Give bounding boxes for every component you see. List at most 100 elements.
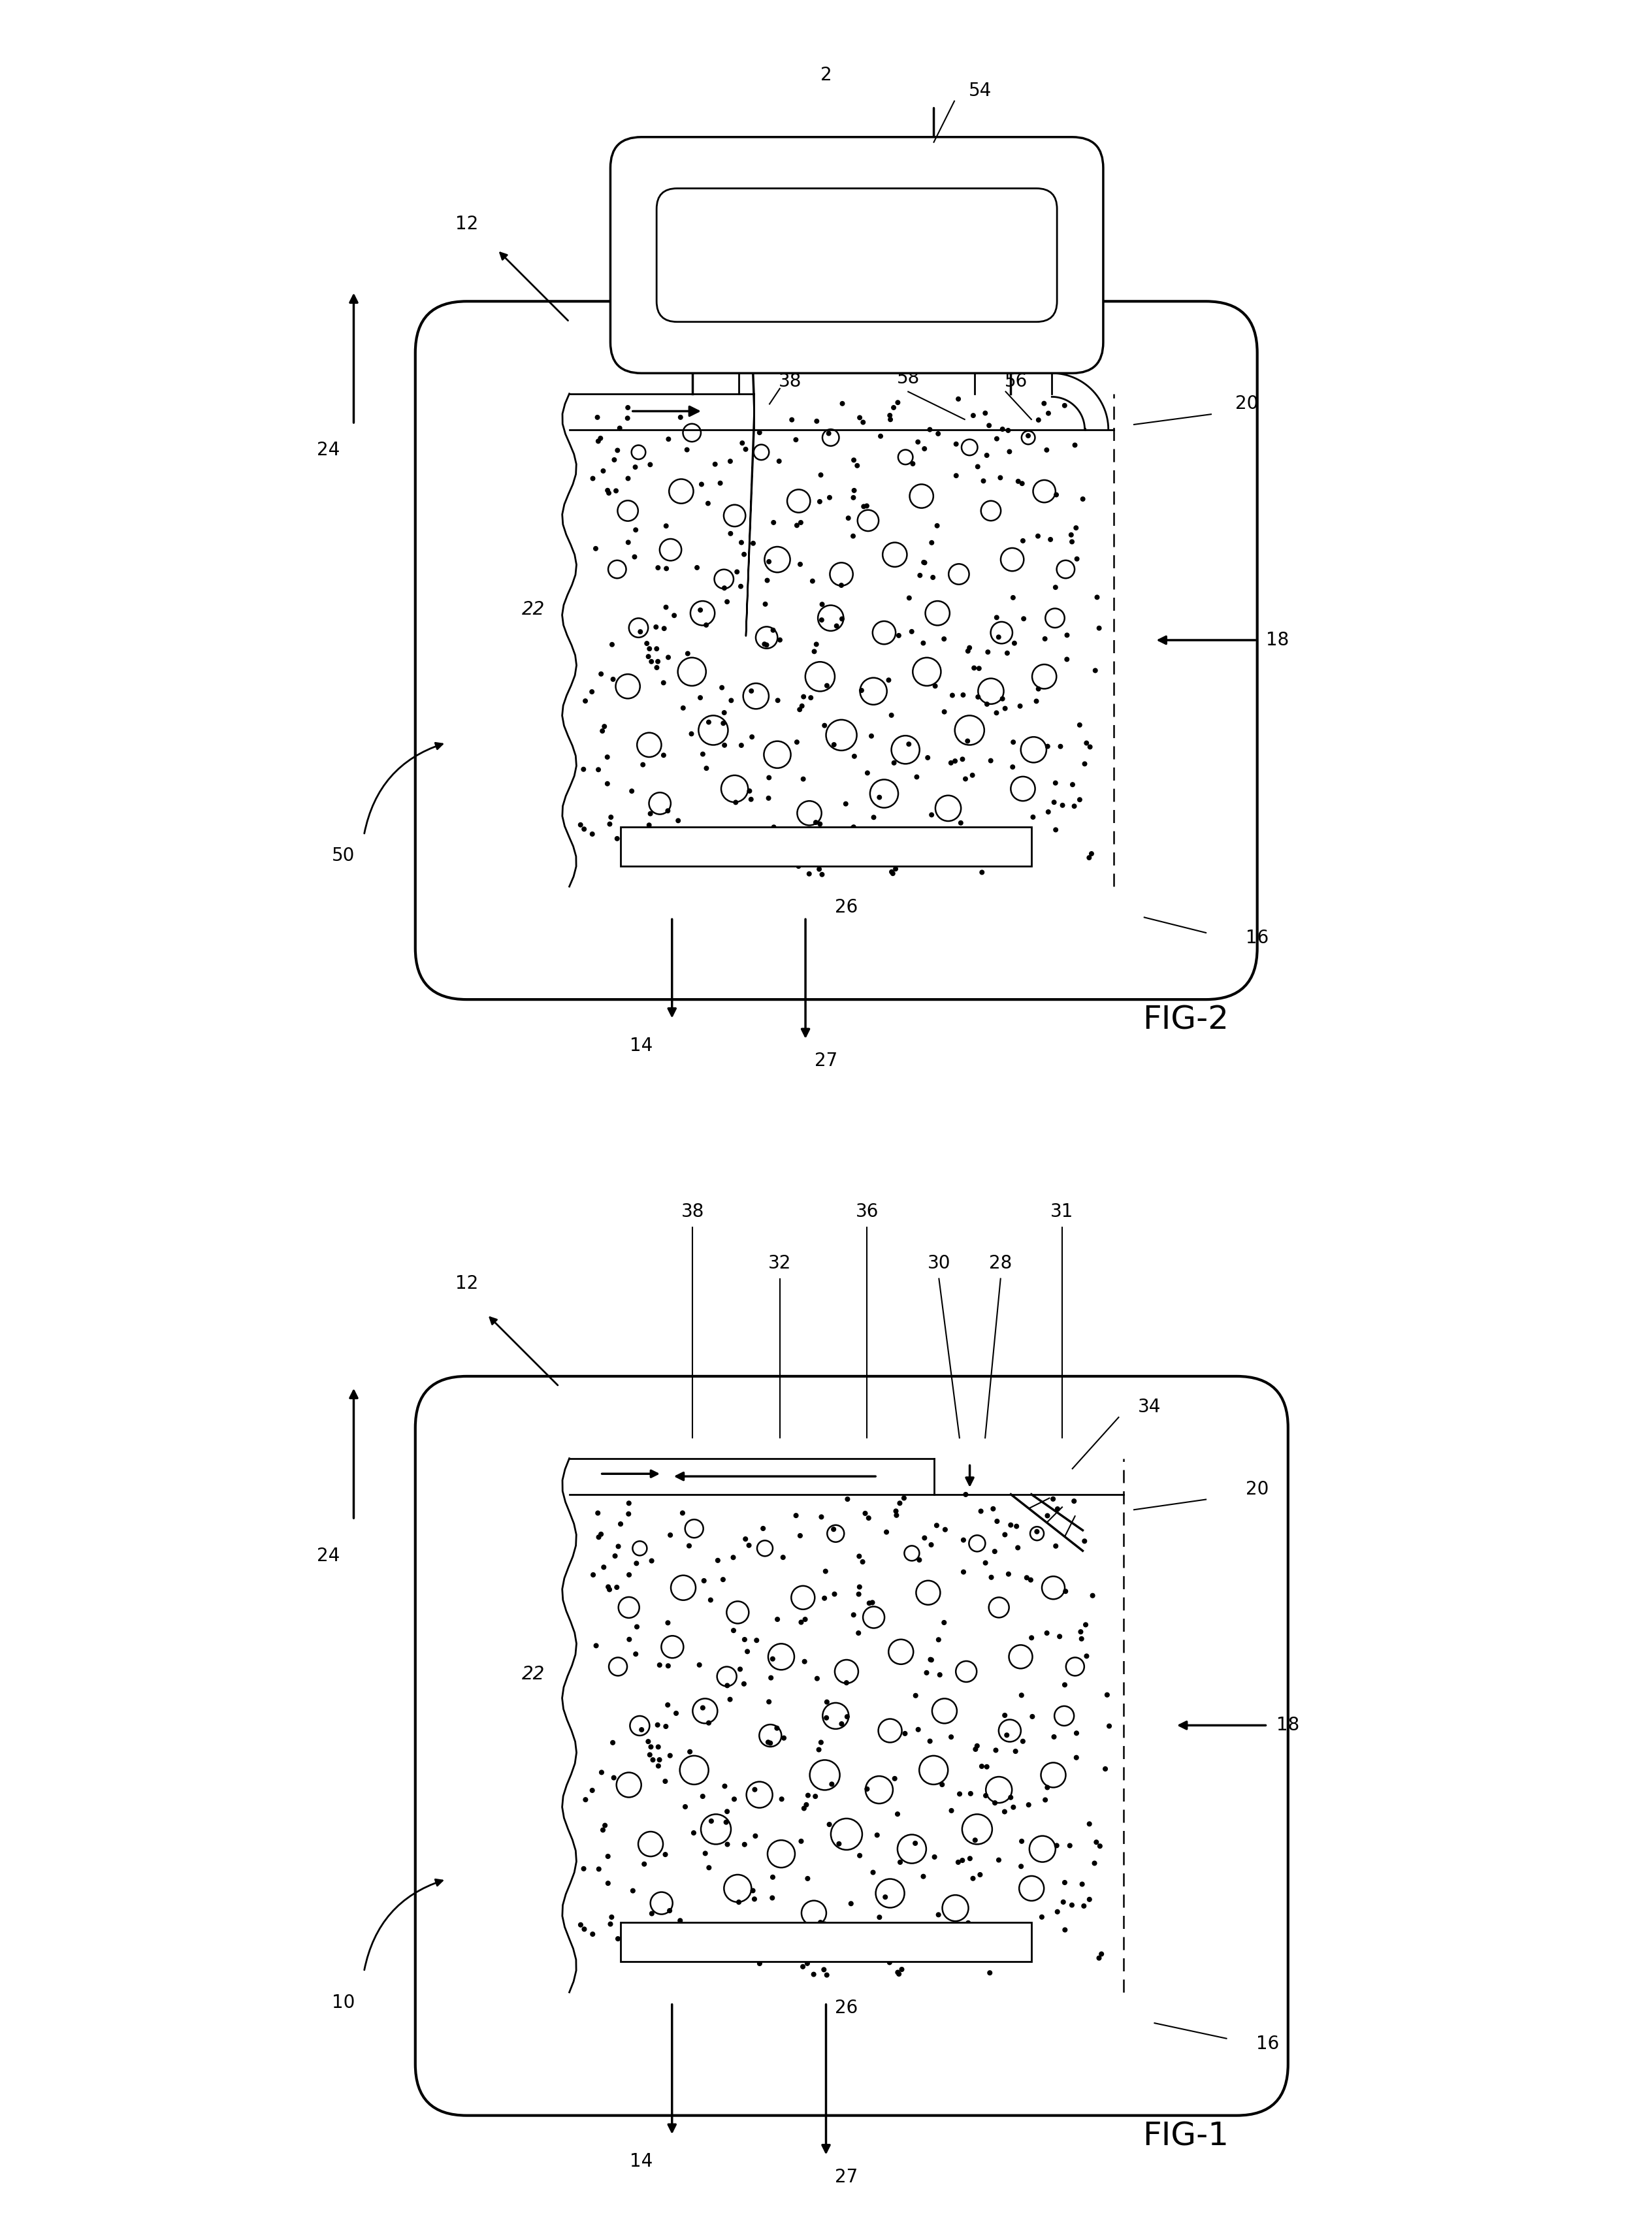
Circle shape bbox=[806, 1877, 809, 1882]
Circle shape bbox=[821, 1966, 826, 1971]
Circle shape bbox=[980, 870, 985, 875]
Circle shape bbox=[590, 1788, 595, 1792]
Circle shape bbox=[674, 1712, 679, 1716]
Circle shape bbox=[725, 1841, 730, 1846]
Circle shape bbox=[798, 520, 803, 525]
Circle shape bbox=[768, 1676, 773, 1681]
Circle shape bbox=[928, 1542, 933, 1547]
Circle shape bbox=[990, 1576, 993, 1580]
Circle shape bbox=[803, 1618, 808, 1623]
Circle shape bbox=[722, 721, 725, 725]
Circle shape bbox=[838, 1841, 841, 1846]
Circle shape bbox=[1087, 1897, 1092, 1902]
Circle shape bbox=[767, 775, 771, 779]
Circle shape bbox=[618, 1522, 623, 1527]
Circle shape bbox=[1026, 1803, 1031, 1808]
Circle shape bbox=[1019, 1864, 1023, 1868]
Text: 22: 22 bbox=[522, 600, 545, 618]
Circle shape bbox=[667, 1908, 672, 1913]
Circle shape bbox=[915, 1728, 920, 1732]
FancyBboxPatch shape bbox=[610, 136, 1104, 373]
Circle shape bbox=[1090, 1594, 1095, 1598]
Circle shape bbox=[970, 772, 975, 777]
Circle shape bbox=[983, 411, 988, 415]
Circle shape bbox=[618, 426, 621, 431]
Circle shape bbox=[681, 705, 686, 710]
Circle shape bbox=[1046, 743, 1049, 748]
Circle shape bbox=[626, 540, 631, 545]
Circle shape bbox=[1001, 696, 1004, 701]
Circle shape bbox=[629, 788, 634, 792]
Circle shape bbox=[1062, 1683, 1067, 1687]
Circle shape bbox=[1014, 839, 1019, 844]
Circle shape bbox=[818, 500, 823, 504]
Circle shape bbox=[963, 1493, 968, 1498]
Circle shape bbox=[976, 694, 980, 699]
Circle shape bbox=[742, 1638, 747, 1643]
Circle shape bbox=[666, 1663, 671, 1667]
Circle shape bbox=[948, 761, 953, 766]
Circle shape bbox=[861, 1560, 864, 1565]
Circle shape bbox=[770, 1875, 775, 1879]
Circle shape bbox=[930, 812, 933, 817]
Circle shape bbox=[1023, 1940, 1028, 1944]
Circle shape bbox=[672, 828, 677, 833]
Circle shape bbox=[917, 1558, 922, 1562]
Circle shape bbox=[892, 761, 895, 766]
Circle shape bbox=[667, 1754, 672, 1759]
Circle shape bbox=[894, 1509, 899, 1513]
Circle shape bbox=[582, 1866, 586, 1870]
Circle shape bbox=[1069, 533, 1074, 538]
Circle shape bbox=[1057, 1634, 1062, 1638]
Circle shape bbox=[1079, 1629, 1084, 1634]
Circle shape bbox=[591, 1574, 595, 1578]
Circle shape bbox=[790, 417, 795, 422]
Circle shape bbox=[578, 1922, 583, 1926]
Circle shape bbox=[887, 679, 890, 683]
Circle shape bbox=[856, 464, 859, 469]
Circle shape bbox=[1080, 1882, 1084, 1886]
Circle shape bbox=[679, 415, 682, 420]
Circle shape bbox=[686, 652, 691, 656]
Text: 27: 27 bbox=[834, 2167, 857, 2185]
Circle shape bbox=[914, 1694, 919, 1699]
Circle shape bbox=[664, 525, 669, 529]
Circle shape bbox=[884, 1895, 887, 1899]
Circle shape bbox=[996, 1857, 1001, 1861]
Circle shape bbox=[985, 703, 990, 705]
Circle shape bbox=[1066, 634, 1069, 638]
Circle shape bbox=[971, 837, 976, 841]
Circle shape bbox=[747, 1542, 752, 1547]
Circle shape bbox=[1084, 1623, 1089, 1627]
Circle shape bbox=[707, 721, 710, 725]
Circle shape bbox=[1074, 527, 1079, 529]
Circle shape bbox=[768, 1741, 773, 1745]
Circle shape bbox=[814, 821, 818, 824]
Circle shape bbox=[943, 1527, 947, 1531]
Circle shape bbox=[928, 1658, 933, 1663]
Circle shape bbox=[687, 1750, 692, 1754]
FancyBboxPatch shape bbox=[415, 301, 1257, 1000]
Circle shape bbox=[1011, 1806, 1016, 1810]
Circle shape bbox=[942, 636, 947, 641]
Circle shape bbox=[765, 578, 770, 583]
Circle shape bbox=[1059, 743, 1062, 748]
Circle shape bbox=[606, 1585, 610, 1589]
Circle shape bbox=[844, 1714, 849, 1719]
Circle shape bbox=[725, 1940, 730, 1944]
Circle shape bbox=[742, 1681, 747, 1685]
Circle shape bbox=[803, 1658, 806, 1663]
Circle shape bbox=[702, 1578, 705, 1582]
Circle shape bbox=[714, 462, 717, 466]
Circle shape bbox=[738, 1667, 742, 1672]
Circle shape bbox=[1016, 480, 1021, 484]
Circle shape bbox=[795, 741, 800, 743]
Circle shape bbox=[626, 1574, 631, 1578]
Circle shape bbox=[1011, 596, 1016, 600]
Circle shape bbox=[641, 1951, 646, 1955]
Circle shape bbox=[626, 475, 629, 480]
Circle shape bbox=[862, 1511, 867, 1516]
Circle shape bbox=[591, 475, 595, 480]
Circle shape bbox=[813, 1795, 818, 1799]
Circle shape bbox=[770, 1895, 775, 1899]
